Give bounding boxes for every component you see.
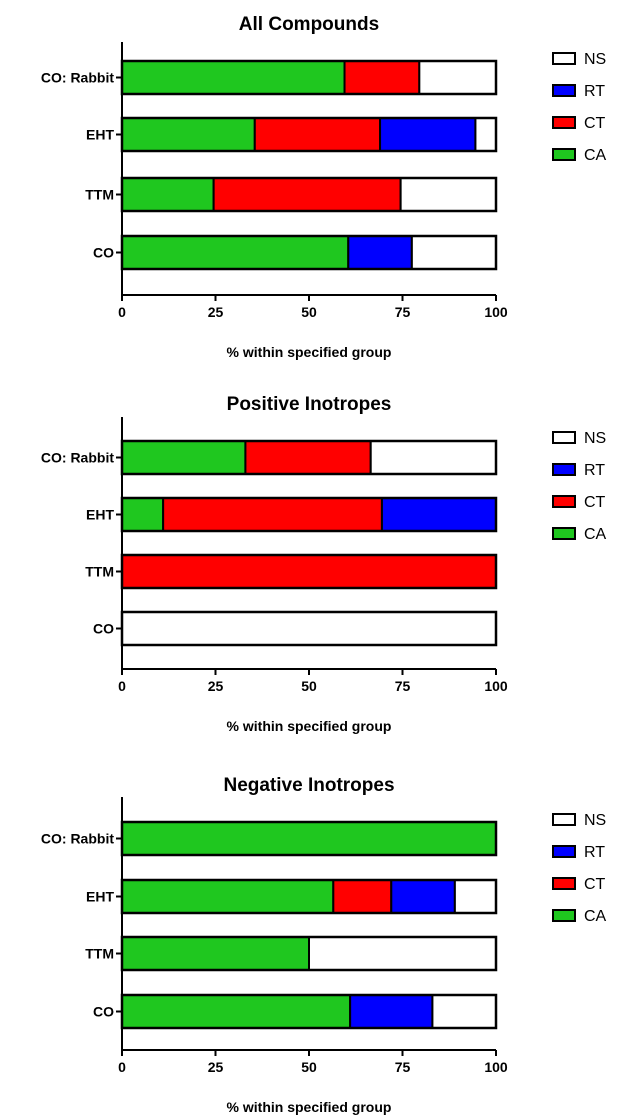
legend-swatch-ns (552, 52, 576, 65)
category-label: TTM (85, 946, 114, 962)
chart-title: All Compounds (239, 14, 379, 35)
x-tick-label: 0 (118, 678, 126, 694)
bar-segment-ct (332, 879, 393, 914)
legend-label: NS (584, 51, 606, 68)
category-label: TTM (85, 564, 114, 580)
legend-swatch-rt (552, 84, 576, 97)
x-tick-label: 25 (208, 304, 224, 320)
bar-segment-ca (121, 440, 247, 475)
legend-label: RT (584, 844, 605, 861)
legend-label: CA (584, 908, 607, 925)
legend: NS RT CT CA (552, 430, 607, 543)
bar-segment-rt (380, 497, 497, 532)
bar-segment-ca (121, 117, 256, 152)
legend-swatch-rt (552, 845, 576, 858)
legend-label: CT (584, 115, 606, 132)
legend-label: NS (584, 812, 606, 829)
legend-swatch-ns (552, 431, 576, 444)
legend-swatch-ct (552, 877, 576, 890)
legend-label: RT (584, 462, 605, 479)
bar-segment-ca (121, 60, 346, 95)
category-label: CO (93, 1004, 114, 1020)
bar-segment-ca (121, 879, 335, 914)
x-axis-label: % within specified group (227, 1099, 392, 1115)
legend-swatch-ct (552, 495, 576, 508)
x-tick-label: 75 (395, 678, 411, 694)
bar-segment-ca (121, 821, 497, 856)
x-tick-label: 100 (484, 678, 508, 694)
legend-swatch-ca (552, 527, 576, 540)
legend-swatch-ca (552, 148, 576, 161)
x-tick-label: 100 (484, 1059, 508, 1075)
legend-swatch-ca (552, 909, 576, 922)
bar-segment-ns (474, 117, 497, 152)
x-tick-label: 75 (395, 1059, 411, 1075)
bar-segment-rt (349, 994, 434, 1029)
bar-segment-ct (212, 177, 402, 212)
category-label: CO: Rabbit (41, 831, 114, 847)
category-label: EHT (86, 127, 114, 143)
bar-segment-rt (390, 879, 456, 914)
bar-segment-ct (343, 60, 421, 95)
x-axis-label: % within specified group (227, 344, 392, 360)
bar-segment-ns (121, 611, 497, 646)
chart-panel-1: All Compounds CO: Rabbit EHT TTM CO 0 25 50 75 10… (41, 14, 607, 360)
x-tick-label: 25 (208, 678, 224, 694)
legend-label: CT (584, 494, 606, 511)
bar-segment-ct (244, 440, 372, 475)
bar-segment-ct (253, 117, 382, 152)
bar-segment-ns (369, 440, 497, 475)
bar-segment-ca (121, 497, 165, 532)
bar-segment-ns (399, 177, 498, 212)
x-tick-label: 50 (301, 304, 317, 320)
legend-label: RT (584, 83, 605, 100)
category-label: CO: Rabbit (41, 70, 114, 86)
category-label: CO (93, 245, 114, 261)
legend-label: CT (584, 876, 606, 893)
bar-segment-ns (418, 60, 497, 95)
chart-title: Negative Inotropes (223, 775, 394, 796)
bar-segment-ns (308, 936, 497, 971)
bar-segment-rt (347, 235, 413, 270)
x-tick-label: 50 (301, 1059, 317, 1075)
bar-segment-ca (121, 994, 352, 1029)
bar-segment-ns (453, 879, 497, 914)
category-label: CO: Rabbit (41, 450, 114, 466)
legend: NS RT CT CA (552, 51, 607, 164)
chart-panel-3: Negative Inotropes CO: Rabbit EHT TTM CO 0 25 5… (41, 775, 607, 1115)
legend-swatch-ct (552, 116, 576, 129)
bar-segment-ct (121, 554, 497, 589)
chart-title: Positive Inotropes (227, 394, 392, 415)
category-label: CO (93, 621, 114, 637)
x-tick-label: 0 (118, 304, 126, 320)
legend-label: CA (584, 526, 607, 543)
bar-segment-ns (410, 235, 498, 270)
chart-panel-2: Positive Inotropes CO: Rabbit EHT TTM CO 0 25 5… (41, 394, 607, 734)
bar-segment-ca (121, 936, 310, 971)
category-label: EHT (86, 889, 114, 905)
x-tick-label: 0 (118, 1059, 126, 1075)
legend-swatch-ns (552, 813, 576, 826)
legend-label: NS (584, 430, 606, 447)
legend-label: CA (584, 147, 607, 164)
legend: NS RT CT CA (552, 812, 607, 925)
bar-segment-ca (121, 177, 215, 212)
x-tick-label: 25 (208, 1059, 224, 1075)
x-tick-label: 75 (395, 304, 411, 320)
category-label: TTM (85, 187, 114, 203)
category-label: EHT (86, 507, 114, 523)
bar-segment-ct (162, 497, 383, 532)
x-tick-label: 50 (301, 678, 317, 694)
x-axis-label: % within specified group (227, 718, 392, 734)
bar-segment-ns (431, 994, 498, 1029)
bar-segment-rt (379, 117, 477, 152)
bar-segment-ca (121, 235, 350, 270)
x-tick-label: 100 (484, 304, 508, 320)
legend-swatch-rt (552, 463, 576, 476)
